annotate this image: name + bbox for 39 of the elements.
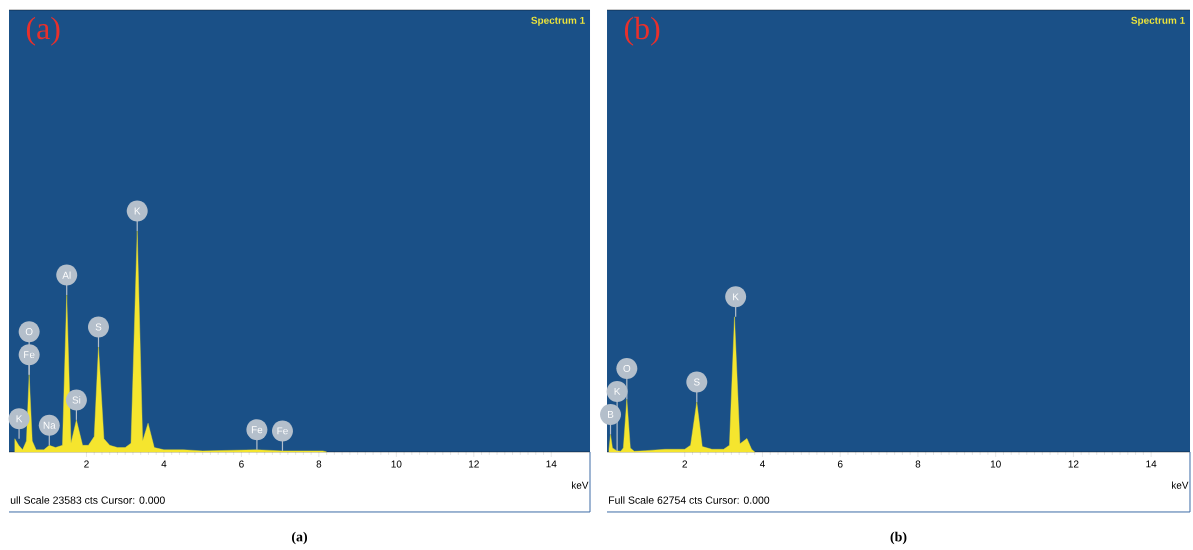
annotation: Fe [24,351,35,359]
x-tick-label: 8 [316,460,322,468]
x-tick-label: 10 [391,460,402,468]
x-tick-label: 12 [1068,460,1079,468]
x-tick-label: 2 [84,460,89,468]
annotation: Na [43,421,56,429]
annotation: K [733,293,739,301]
annotation: O [623,364,631,372]
x-tick-label: 12 [469,460,479,468]
x-tick-label: 2 [682,460,688,468]
x-tick-label: 4 [759,460,765,468]
text: Spectrum 1 [531,16,585,26]
annotation: Si [72,396,81,404]
text: (a) [26,16,60,46]
annotation: K [614,387,621,395]
text: (b) [890,531,907,545]
annotation: Fe [277,427,288,435]
annotation: K [16,415,23,423]
text: Spectrum 1 [1131,16,1185,26]
annotation: K [134,207,141,215]
text: ull Scale 23583 cts Cursor: 0.000 [10,496,165,504]
x-axis-title: keV [572,481,589,489]
annotation: O [25,328,33,336]
annotation: B [608,410,614,418]
x-tick-label: 14 [1146,460,1157,468]
annotation: Fe [251,426,263,434]
x-tick-label: 10 [990,460,1001,468]
text: (b) [624,16,660,46]
annotation: Al [62,271,71,279]
annotation: S [95,323,102,331]
x-tick-label: 6 [837,460,843,468]
x-tick-label: 6 [239,460,244,468]
x-tick-label: 4 [161,460,167,468]
x-tick-label: 14 [546,460,557,468]
x-axis-title: keV [1172,481,1189,489]
x-tick-label: 8 [915,460,921,468]
annotation: S [693,378,700,386]
text: Full Scale 62754 cts Cursor: 0.000 [609,496,770,504]
text: (a) [291,531,308,545]
